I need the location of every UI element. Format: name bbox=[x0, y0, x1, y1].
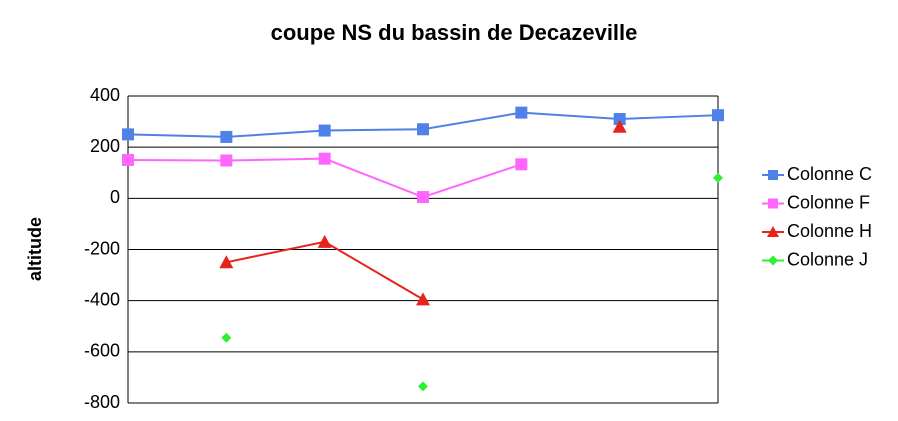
marker bbox=[418, 381, 428, 392]
marker bbox=[122, 128, 134, 141]
y-tick-label: -800 bbox=[84, 392, 120, 412]
chart-title: coupe NS du bassin de Decazeville bbox=[271, 20, 638, 45]
marker bbox=[712, 109, 724, 122]
marker bbox=[768, 255, 778, 266]
marker bbox=[515, 106, 528, 119]
legend-label: Colonne H bbox=[787, 221, 872, 241]
legend-label: Colonne J bbox=[787, 249, 868, 269]
y-tick-label: -400 bbox=[84, 289, 120, 309]
series-line bbox=[226, 127, 619, 300]
marker bbox=[122, 153, 134, 166]
y-tick-label: 400 bbox=[90, 85, 120, 105]
legend-label: Colonne C bbox=[787, 164, 872, 184]
marker bbox=[219, 255, 234, 269]
marker bbox=[417, 123, 429, 136]
marker bbox=[317, 234, 332, 248]
marker bbox=[318, 152, 331, 165]
y-tick-label: 200 bbox=[90, 136, 120, 156]
marker bbox=[713, 172, 723, 183]
marker bbox=[416, 292, 430, 306]
marker bbox=[612, 119, 627, 133]
marker bbox=[515, 158, 528, 171]
marker bbox=[767, 226, 779, 237]
marker bbox=[220, 130, 233, 143]
marker bbox=[318, 124, 331, 137]
marker bbox=[613, 113, 626, 126]
y-tick-label: -600 bbox=[84, 341, 120, 361]
marker bbox=[768, 198, 778, 209]
legend-label: Colonne F bbox=[787, 192, 870, 212]
y-tick-label: 0 bbox=[110, 187, 120, 207]
y-axis-label: altitude bbox=[25, 217, 45, 281]
marker bbox=[221, 332, 232, 343]
marker bbox=[220, 154, 233, 167]
marker bbox=[417, 191, 429, 204]
marker bbox=[768, 170, 778, 180]
y-tick-label: -200 bbox=[84, 238, 120, 258]
